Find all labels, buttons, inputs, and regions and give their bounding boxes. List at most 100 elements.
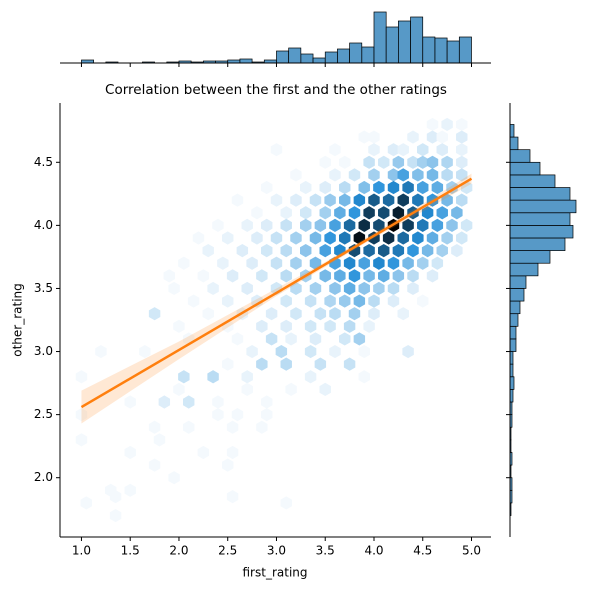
hex-cell	[285, 332, 297, 346]
x-marginal-bar	[422, 36, 436, 64]
y-marginal-bar	[509, 212, 571, 226]
hex-cell	[407, 269, 419, 283]
hex-cell	[265, 332, 278, 346]
hex-cell	[329, 168, 341, 182]
y-marginal-bar	[509, 174, 556, 188]
hex-cell	[363, 155, 375, 169]
hex-cell	[222, 231, 234, 245]
hex-cell	[261, 244, 273, 258]
hex-cell	[348, 269, 361, 283]
hex-cell	[339, 155, 351, 169]
hex-cell	[212, 218, 224, 232]
hex-cell	[368, 168, 380, 182]
hex-cell	[309, 256, 322, 270]
hex-cell	[368, 193, 380, 207]
x-tick-label: 3.5	[316, 544, 335, 558]
hex-cell	[280, 357, 292, 371]
hex-cell	[441, 231, 453, 245]
hex-cell	[412, 193, 424, 207]
hex-cell	[329, 143, 341, 157]
hex-cell	[319, 244, 331, 258]
y-marginal-bar	[509, 275, 527, 289]
hex-cell	[373, 180, 385, 195]
hex-cell	[261, 180, 273, 195]
hex-cell	[387, 168, 400, 182]
hex-cell	[387, 294, 400, 308]
hex-cell	[397, 143, 409, 157]
x-tick-label: 4.0	[364, 544, 383, 558]
hex-cell	[407, 244, 419, 258]
hex-cell	[368, 143, 380, 157]
hex-cell	[407, 155, 419, 169]
hex-cell	[124, 483, 136, 497]
regression-line	[80, 177, 473, 409]
hex-cell	[300, 180, 312, 195]
hex-cell	[397, 307, 409, 321]
hex-cell	[339, 180, 351, 195]
hex-cell	[451, 244, 463, 258]
x-marginal-bar	[398, 20, 411, 64]
hex-cell	[426, 155, 439, 169]
hex-cell	[378, 206, 390, 220]
y-tick-label: 4.5	[34, 155, 53, 169]
hex-cell	[251, 231, 263, 245]
hex-cell	[246, 344, 258, 359]
hex-cell	[358, 256, 370, 270]
hex-cell	[290, 256, 302, 270]
hex-cell	[426, 231, 439, 245]
hex-cell	[397, 231, 409, 245]
hex-cell	[319, 269, 331, 283]
hex-cell	[402, 218, 414, 232]
hex-cell	[256, 357, 268, 371]
y-marginal-bar	[509, 124, 515, 138]
hex-cell	[436, 130, 448, 144]
x-tick-label: 4.5	[413, 544, 432, 558]
x-marginal-bar	[276, 50, 290, 64]
hex-cell	[324, 294, 336, 308]
hex-cell	[241, 370, 253, 384]
hex-cell	[202, 307, 214, 321]
hex-cell	[241, 218, 253, 232]
hex-cell	[319, 382, 331, 396]
hex-cell	[217, 256, 229, 270]
hex-cell	[148, 420, 161, 434]
hex-cell	[363, 269, 375, 283]
hex-cell	[300, 218, 312, 232]
hex-cell	[300, 244, 312, 258]
x-marginal-bar	[239, 58, 253, 64]
hex-cell	[441, 168, 453, 182]
hex-cell	[426, 269, 439, 283]
hex-cell	[75, 370, 88, 384]
hex-cell	[339, 332, 351, 346]
hex-cell	[431, 180, 444, 195]
hex-cell	[270, 193, 283, 207]
hex-cell	[280, 218, 292, 232]
hex-cell	[421, 244, 434, 258]
hex-cell	[456, 193, 468, 207]
hex-cell	[183, 395, 195, 409]
hex-cell	[417, 180, 429, 195]
hex-cell	[124, 445, 136, 460]
y-marginal-bar	[509, 237, 566, 251]
y-marginal-bar	[509, 225, 574, 239]
hex-cell	[451, 206, 463, 220]
hex-cell	[339, 231, 351, 245]
hex-cell	[270, 231, 283, 245]
hex-cell	[339, 294, 351, 308]
confidence-band	[81, 173, 472, 424]
y-marginal-bar	[509, 338, 517, 352]
x-marginal-bar	[458, 36, 472, 64]
hex-cell	[178, 370, 190, 384]
hex-cell	[280, 294, 292, 308]
hex-cell	[314, 218, 327, 232]
hex-cell	[412, 168, 424, 182]
hex-cell	[304, 370, 317, 384]
y-marginal-bar	[509, 288, 525, 302]
hex-cell	[75, 433, 88, 447]
hex-cell	[256, 420, 268, 434]
hex-cell	[80, 496, 93, 510]
hex-cell	[436, 143, 448, 157]
x-tick-label: 1.5	[121, 544, 140, 558]
y-marginal-bar	[509, 136, 519, 151]
hex-cell	[378, 155, 390, 169]
